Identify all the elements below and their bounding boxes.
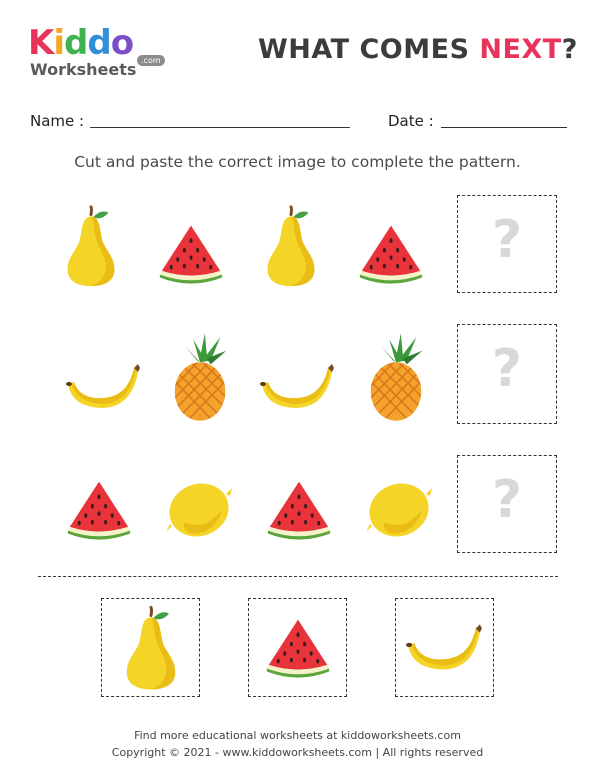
name-label: Name : — [30, 112, 85, 130]
kiddo-logo: Kiddo Worksheets .com — [28, 26, 178, 82]
pineapple-icon — [362, 333, 430, 421]
logo-letter: K — [28, 23, 54, 63]
logo-letter: d — [87, 23, 111, 63]
answer-box[interactable]: ? — [457, 455, 557, 553]
cutout-watermelon[interactable] — [248, 598, 347, 697]
logo-wordmark: Kiddo — [28, 23, 134, 63]
cutout-banana[interactable] — [395, 598, 494, 697]
lemon-icon — [164, 480, 234, 540]
logo-letter: i — [53, 23, 65, 63]
pear-icon — [262, 203, 320, 289]
cut-line — [38, 576, 558, 577]
instruction-text: Cut and paste the correct image to compl… — [74, 153, 521, 171]
logo-subtitle: Worksheets — [30, 60, 137, 79]
logo-domain: .com — [137, 55, 165, 66]
question-mark: ? — [491, 470, 523, 530]
date-label: Date : — [388, 112, 434, 130]
name-line[interactable] — [90, 127, 350, 128]
title-part1: WHAT COMES — [258, 34, 480, 65]
title-part2: NEXT — [479, 34, 562, 65]
answer-box[interactable]: ? — [457, 324, 557, 424]
banana-icon — [258, 360, 338, 414]
banana-icon — [404, 621, 486, 675]
logo-letter: o — [110, 23, 134, 63]
watermelon-icon — [265, 613, 331, 679]
watermelon-icon — [358, 220, 424, 284]
watermelon-icon — [266, 475, 332, 541]
pear-icon — [121, 605, 181, 691]
answer-box[interactable]: ? — [457, 195, 557, 293]
lemon-icon — [364, 480, 434, 540]
logo-letter: d — [64, 23, 88, 63]
page-title: WHAT COMES NEXT? — [258, 34, 578, 65]
footer-line1: Find more educational worksheets at kidd… — [134, 729, 461, 742]
footer-line2: Copyright © 2021 - www.kiddoworksheets.c… — [111, 746, 484, 759]
date-line[interactable] — [441, 127, 567, 128]
title-part3: ? — [561, 34, 578, 65]
cutout-pear[interactable] — [101, 598, 200, 697]
pineapple-icon — [166, 333, 234, 421]
pear-icon — [62, 203, 120, 289]
question-mark: ? — [491, 210, 523, 270]
watermelon-icon — [66, 475, 132, 541]
question-mark: ? — [491, 339, 523, 399]
banana-icon — [64, 360, 144, 414]
watermelon-icon — [158, 220, 224, 284]
